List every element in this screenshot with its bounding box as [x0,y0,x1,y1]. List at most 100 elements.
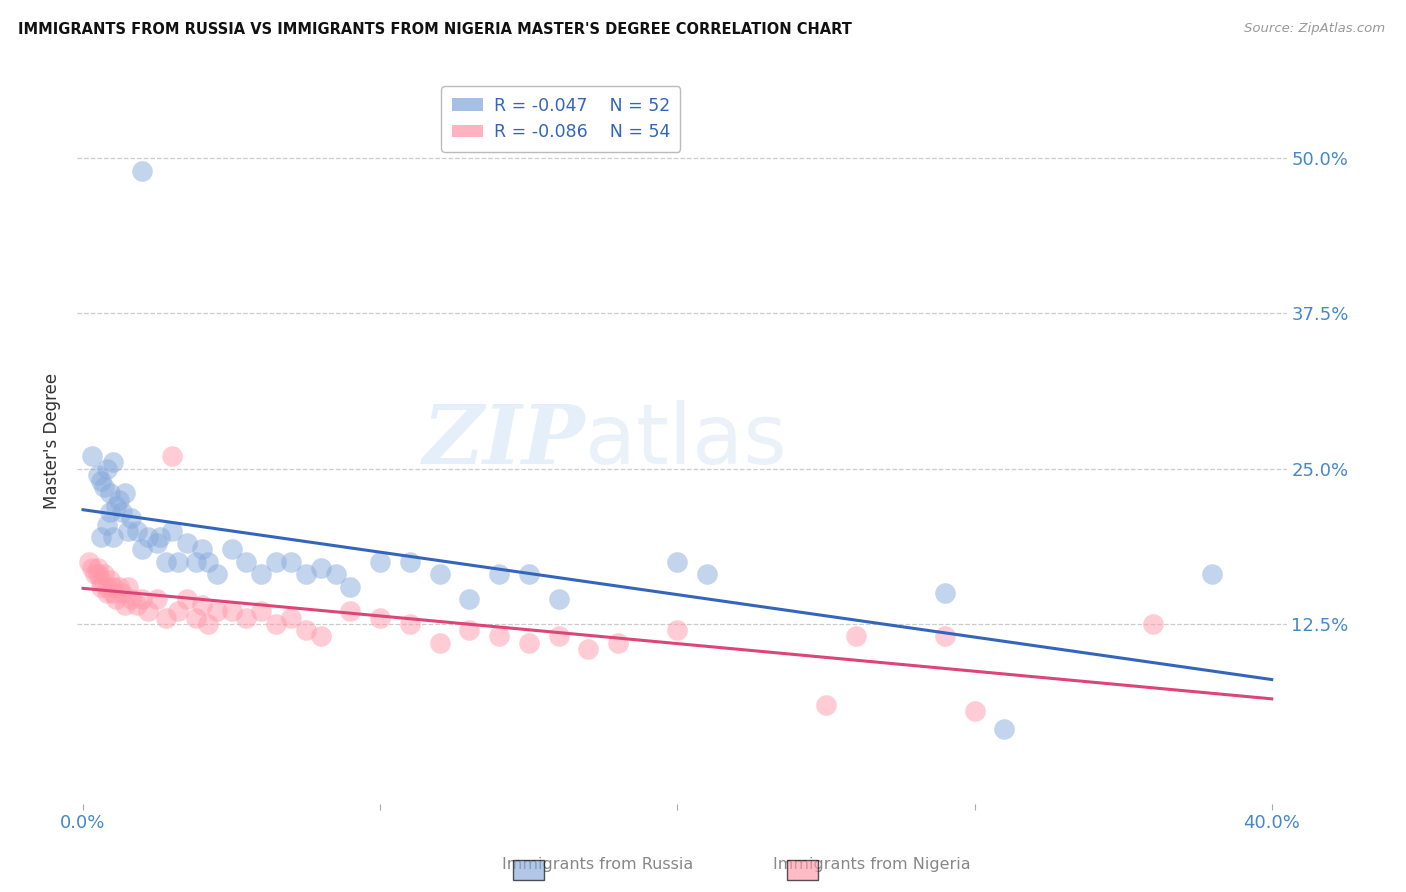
Point [176,592,198,607]
Point [264,555,287,569]
Point [146,592,169,607]
Legend: R = -0.047    N = 52, R = -0.086    N = 54: R = -0.047 N = 52, R = -0.086 N = 54 [441,87,681,152]
Point [98,486,121,500]
Point [399,616,422,631]
Point [87,561,110,575]
Point [184,610,207,624]
Point [101,530,124,544]
Point [96,580,118,594]
Point [138,605,160,619]
Point [167,555,190,569]
Point [814,698,837,712]
Point [96,517,118,532]
Point [184,555,207,569]
Point [114,599,136,613]
Point [1201,567,1223,582]
Point [205,605,228,619]
Point [576,641,599,656]
Point [107,580,129,594]
Point [87,567,110,582]
Point [131,163,153,178]
Point [131,592,153,607]
Point [120,511,142,525]
Point [98,505,121,519]
Point [101,455,124,469]
Point [84,567,107,582]
Point [963,704,986,718]
Point [104,499,127,513]
Point [934,586,956,600]
Point [117,524,139,538]
Point [87,467,110,482]
Text: Immigrants from Nigeria: Immigrants from Nigeria [773,857,970,872]
Point [101,586,124,600]
Point [235,610,257,624]
Text: Immigrants from Russia: Immigrants from Russia [502,857,693,872]
Point [149,530,172,544]
Point [280,555,302,569]
Point [221,542,243,557]
Point [96,586,118,600]
Point [155,555,177,569]
Point [104,592,127,607]
Point [114,486,136,500]
Point [205,567,228,582]
Point [107,492,129,507]
Point [80,449,103,463]
Point [191,542,214,557]
Point [235,555,257,569]
Point [93,567,115,582]
Point [90,474,112,488]
Point [155,610,177,624]
Point [547,592,569,607]
Text: IMMIGRANTS FROM RUSSIA VS IMMIGRANTS FROM NIGERIA MASTER'S DEGREE CORRELATION CH: IMMIGRANTS FROM RUSSIA VS IMMIGRANTS FRO… [18,22,852,37]
Point [295,623,318,637]
Point [120,592,142,607]
Point [309,629,332,643]
Point [96,461,118,475]
Point [547,629,569,643]
Point [176,536,198,550]
Point [309,561,332,575]
Point [250,567,273,582]
Point [368,555,391,569]
Point [488,629,510,643]
Point [191,599,214,613]
Point [429,567,451,582]
Point [458,623,481,637]
Point [125,524,148,538]
Point [197,616,219,631]
Point [93,480,115,494]
Point [339,580,361,594]
Point [90,574,112,588]
Point [77,555,100,569]
Point [138,530,160,544]
Text: Source: ZipAtlas.com: Source: ZipAtlas.com [1244,22,1385,36]
Point [429,635,451,649]
Point [90,580,112,594]
Point [934,629,956,643]
Point [111,586,134,600]
Point [98,574,121,588]
Point [80,561,103,575]
Point [160,449,183,463]
Y-axis label: Master's Degree: Master's Degree [44,373,60,508]
Point [666,555,689,569]
Point [325,567,347,582]
Point [666,623,689,637]
Point [117,580,139,594]
Point [280,610,302,624]
Point [339,605,361,619]
Text: atlas: atlas [585,401,787,481]
Point [146,536,169,550]
Point [845,629,868,643]
Point [458,592,481,607]
Point [295,567,318,582]
Text: ZIP: ZIP [422,401,585,481]
Point [368,610,391,624]
Point [517,567,540,582]
Point [696,567,718,582]
Point [221,605,243,619]
Point [90,530,112,544]
Point [160,524,183,538]
